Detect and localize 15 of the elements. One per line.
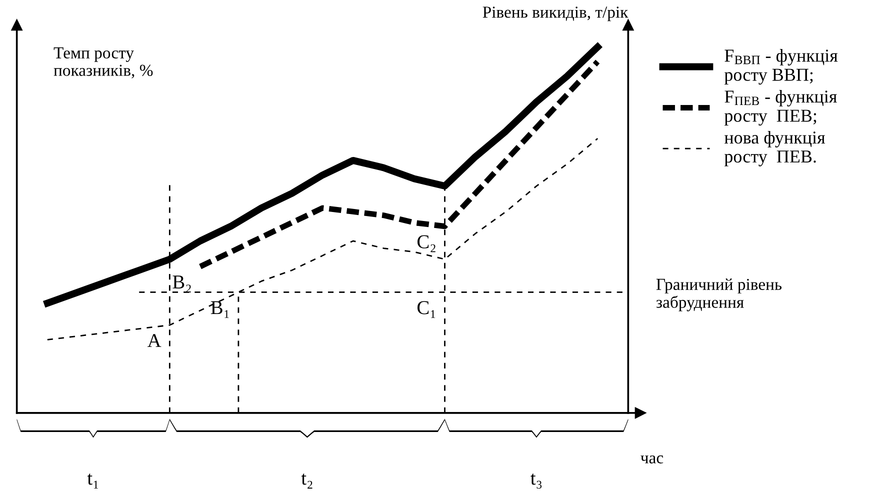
x-axis-title: час [640,455,664,464]
legend-label: нова функція росту ПЕВ. [724,130,826,166]
ref-line-label: Граничний рівень забруднення [656,278,782,312]
text: t₁ [87,474,98,488]
annotation: A [147,334,162,347]
annotation: C₁ [417,301,436,318]
text: t₂ [301,474,312,489]
text: t₃ [530,474,542,489]
y-axis-title: Темп росту показників, % [54,47,153,78]
annotation: C₂ [417,235,436,252]
annotation: B₁ [210,301,229,318]
y2-axis-title: Рівень викидів, т/рік [482,6,628,22]
legend-label: F$_{ПЕВ}$ - функція росту ПЕВ; [724,90,837,126]
annotation: B₂ [172,276,191,292]
legend-label: F$_{ВВП}$ - функція росту ВВП; [724,49,838,85]
